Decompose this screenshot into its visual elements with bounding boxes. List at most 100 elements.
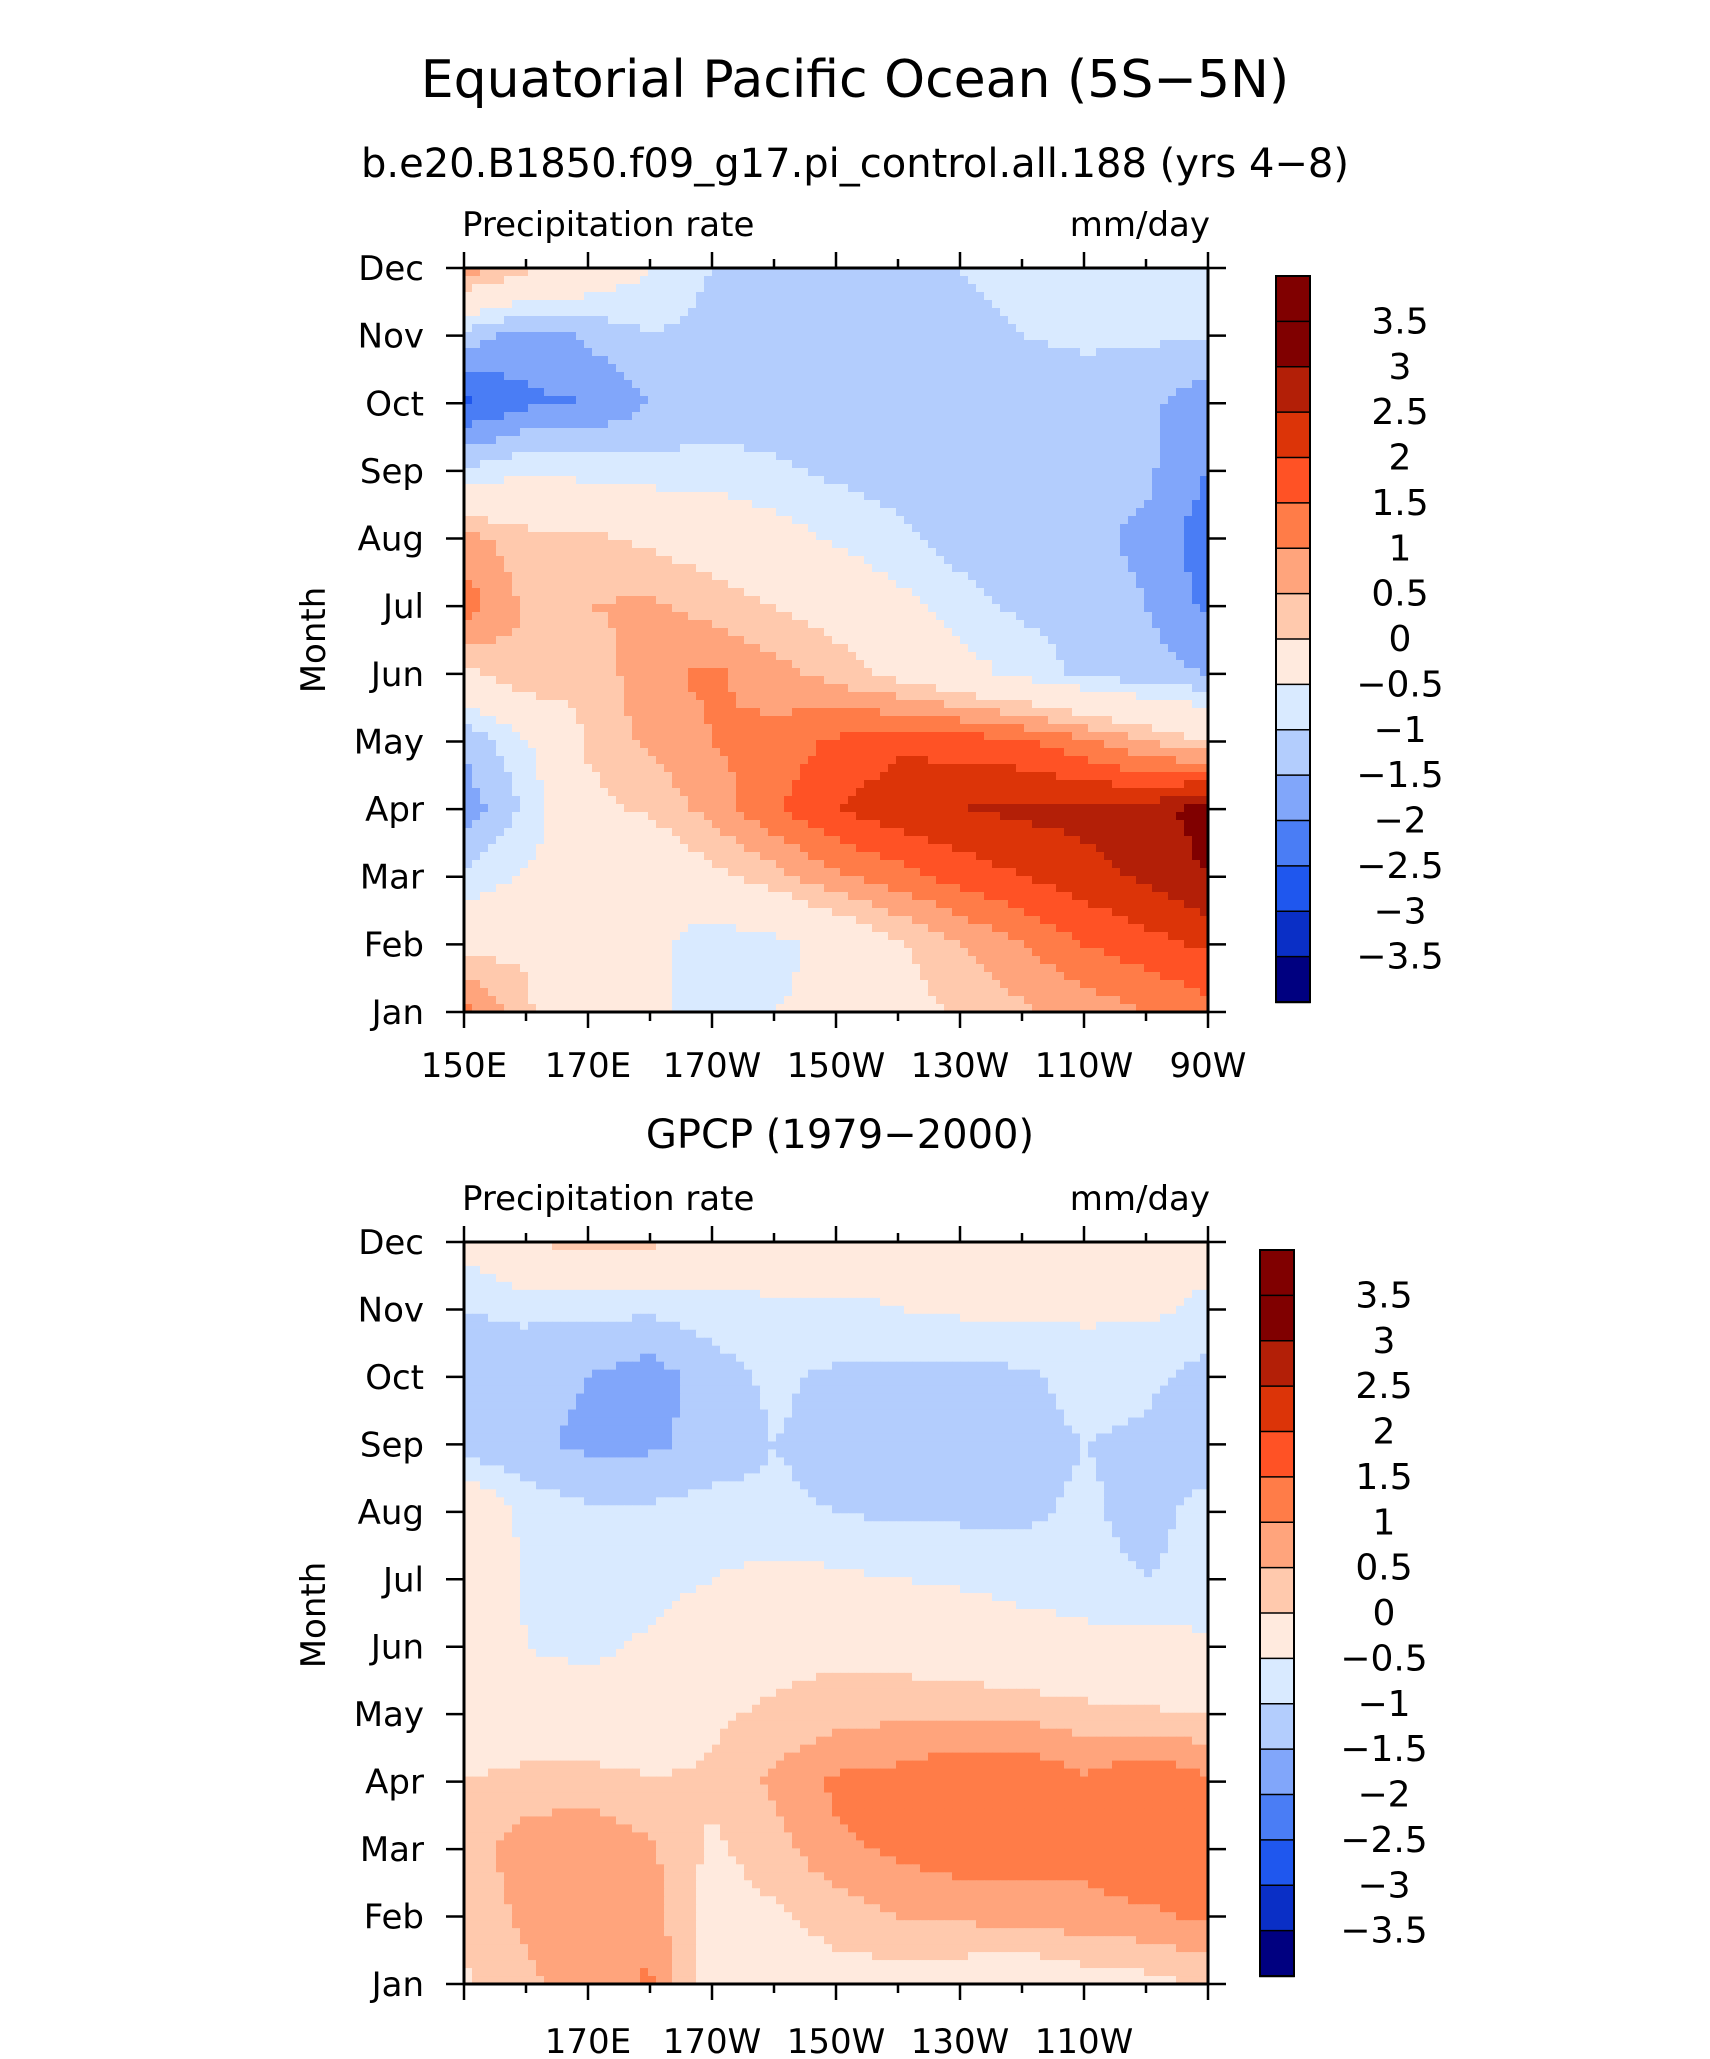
- heatmap-cell: [592, 332, 601, 341]
- heatmap-cell: [1120, 348, 1129, 357]
- heatmap-cell: [1104, 404, 1113, 413]
- heatmap-cell: [1104, 428, 1113, 437]
- heatmap-cell: [808, 348, 817, 357]
- heatmap-cell: [680, 340, 689, 349]
- heatmap-cell: [496, 508, 505, 517]
- heatmap-cell: [1088, 516, 1097, 525]
- heatmap-cell: [568, 620, 577, 629]
- heatmap-cell: [992, 380, 1001, 389]
- heatmap-cell: [952, 668, 961, 677]
- heatmap-cell: [1000, 388, 1009, 397]
- heatmap-cell: [464, 652, 473, 661]
- heatmap-cell: [1104, 388, 1113, 397]
- heatmap-cell: [672, 540, 681, 549]
- heatmap-cell: [728, 444, 737, 453]
- heatmap-cell: [528, 364, 537, 373]
- heatmap-cell: [536, 396, 545, 405]
- heatmap-cell: [1000, 492, 1009, 501]
- heatmap-cell: [1152, 548, 1161, 557]
- heatmap-cell: [848, 380, 857, 389]
- heatmap-cell: [648, 684, 657, 693]
- heatmap-cell: [544, 532, 553, 541]
- heatmap-cell: [648, 444, 657, 453]
- heatmap-cell: [1024, 572, 1033, 581]
- heatmap-cell: [752, 564, 761, 573]
- heatmap-cell: [1032, 340, 1041, 349]
- heatmap-cell: [784, 572, 793, 581]
- heatmap-cell: [760, 676, 769, 685]
- heatmap-cell: [1016, 340, 1025, 349]
- heatmap-cell: [952, 620, 961, 629]
- heatmap-cell: [744, 276, 753, 285]
- heatmap-cell: [640, 420, 649, 429]
- heatmap-cell: [920, 364, 929, 373]
- heatmap-cell: [1048, 380, 1057, 389]
- heatmap-cell: [792, 644, 801, 653]
- heatmap-cell: [704, 500, 713, 509]
- heatmap-cell: [488, 396, 497, 405]
- heatmap-cell: [464, 452, 473, 461]
- heatmap-cell: [912, 540, 921, 549]
- heatmap-cell: [920, 396, 929, 405]
- heatmap-cell: [528, 412, 537, 421]
- heatmap-cell: [1160, 644, 1169, 653]
- heatmap-cell: [648, 628, 657, 637]
- heatmap-cell: [608, 396, 617, 405]
- heatmap-cell: [848, 276, 857, 285]
- heatmap-cell: [608, 636, 617, 645]
- heatmap-cell: [848, 500, 857, 509]
- heatmap-cell: [888, 268, 897, 277]
- heatmap-cell: [1072, 292, 1081, 301]
- heatmap-cell: [1048, 676, 1057, 685]
- heatmap-cell: [776, 556, 785, 565]
- heatmap-cell: [1080, 364, 1089, 373]
- heatmap-cell: [656, 308, 665, 317]
- heatmap-cell: [1048, 276, 1057, 285]
- heatmap-cell: [1128, 348, 1137, 357]
- heatmap-cell: [768, 540, 777, 549]
- heatmap-cell: [472, 340, 481, 349]
- heatmap-cell: [1120, 484, 1129, 493]
- heatmap-cell: [648, 580, 657, 589]
- heatmap-cell: [680, 660, 689, 669]
- heatmap-cell: [784, 548, 793, 557]
- heatmap-cell: [960, 444, 969, 453]
- heatmap-cell: [592, 660, 601, 669]
- heatmap-cell: [1008, 484, 1017, 493]
- heatmap-cell: [760, 436, 769, 445]
- heatmap-cell: [888, 620, 897, 629]
- heatmap-cell: [592, 612, 601, 621]
- heatmap-cell: [1088, 412, 1097, 421]
- heatmap-cell: [568, 316, 577, 325]
- heatmap-cell: [1184, 380, 1193, 389]
- heatmap-cell: [808, 516, 817, 525]
- heatmap-cell: [1112, 492, 1121, 501]
- heatmap-cell: [1040, 644, 1049, 653]
- heatmap-cell: [1096, 388, 1105, 397]
- heatmap-cell: [1104, 604, 1113, 613]
- heatmap-cell: [872, 580, 881, 589]
- heatmap-cell: [1024, 364, 1033, 373]
- heatmap-cell: [568, 372, 577, 381]
- heatmap-cell: [648, 404, 657, 413]
- heatmap-cell: [520, 500, 529, 509]
- heatmap-cell: [824, 276, 833, 285]
- heatmap-cell: [472, 412, 481, 421]
- heatmap-cell: [896, 364, 905, 373]
- heatmap-cell: [1104, 460, 1113, 469]
- heatmap-cell: [544, 604, 553, 613]
- heatmap-cell: [936, 468, 945, 477]
- heatmap-cell: [1168, 636, 1177, 645]
- heatmap-cell: [888, 564, 897, 573]
- heatmap-cell: [768, 436, 777, 445]
- heatmap-cell: [896, 580, 905, 589]
- heatmap-cell: [1168, 396, 1177, 405]
- heatmap-cell: [936, 284, 945, 293]
- heatmap-cell: [488, 604, 497, 613]
- heatmap-cell: [656, 300, 665, 309]
- heatmap-cell: [696, 340, 705, 349]
- heatmap-cell: [992, 460, 1001, 469]
- heatmap-cell: [464, 508, 473, 517]
- heatmap-cell: [800, 428, 809, 437]
- heatmap-cell: [528, 388, 537, 397]
